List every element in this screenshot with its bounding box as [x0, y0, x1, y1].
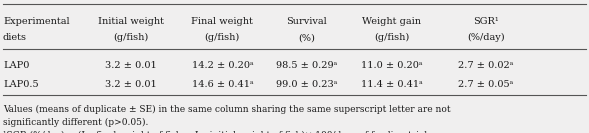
Text: LAP0.5: LAP0.5: [3, 80, 38, 90]
Text: 2.7 ± 0.02ᵃ: 2.7 ± 0.02ᵃ: [458, 61, 514, 70]
Text: 11.0 ± 0.20ᵃ: 11.0 ± 0.20ᵃ: [361, 61, 422, 70]
Text: LAP0: LAP0: [3, 61, 29, 70]
Text: Weight gain: Weight gain: [362, 17, 421, 26]
Text: 3.2 ± 0.01: 3.2 ± 0.01: [105, 61, 157, 70]
Text: 11.4 ± 0.41ᵃ: 11.4 ± 0.41ᵃ: [361, 80, 422, 90]
Text: ¹SGR (%/day) = (Ln final weight of fish − Ln initial weight of fish)× 100/days o: ¹SGR (%/day) = (Ln final weight of fish …: [3, 131, 430, 133]
Text: (%): (%): [298, 33, 315, 42]
Text: 14.2 ± 0.20ᵃ: 14.2 ± 0.20ᵃ: [191, 61, 253, 70]
Text: (g/fish): (g/fish): [114, 33, 148, 42]
Text: 99.0 ± 0.23ᵃ: 99.0 ± 0.23ᵃ: [276, 80, 337, 90]
Text: (%/day): (%/day): [467, 33, 505, 42]
Text: Final weight: Final weight: [191, 17, 253, 26]
Text: 14.6 ± 0.41ᵃ: 14.6 ± 0.41ᵃ: [191, 80, 253, 90]
Text: Initial weight: Initial weight: [98, 17, 164, 26]
Text: significantly different (p>0.05).: significantly different (p>0.05).: [3, 118, 148, 127]
Text: diets: diets: [3, 33, 27, 42]
Text: (g/fish): (g/fish): [205, 33, 240, 42]
Text: Experimental: Experimental: [3, 17, 70, 26]
Text: SGR¹: SGR¹: [473, 17, 499, 26]
Text: (g/fish): (g/fish): [374, 33, 409, 42]
Text: Values (means of duplicate ± SE) in the same column sharing the same superscript: Values (means of duplicate ± SE) in the …: [3, 104, 451, 114]
Text: 98.5 ± 0.29ᵃ: 98.5 ± 0.29ᵃ: [276, 61, 337, 70]
Text: Survival: Survival: [286, 17, 327, 26]
Text: 2.7 ± 0.05ᵃ: 2.7 ± 0.05ᵃ: [458, 80, 514, 90]
Text: 3.2 ± 0.01: 3.2 ± 0.01: [105, 80, 157, 90]
